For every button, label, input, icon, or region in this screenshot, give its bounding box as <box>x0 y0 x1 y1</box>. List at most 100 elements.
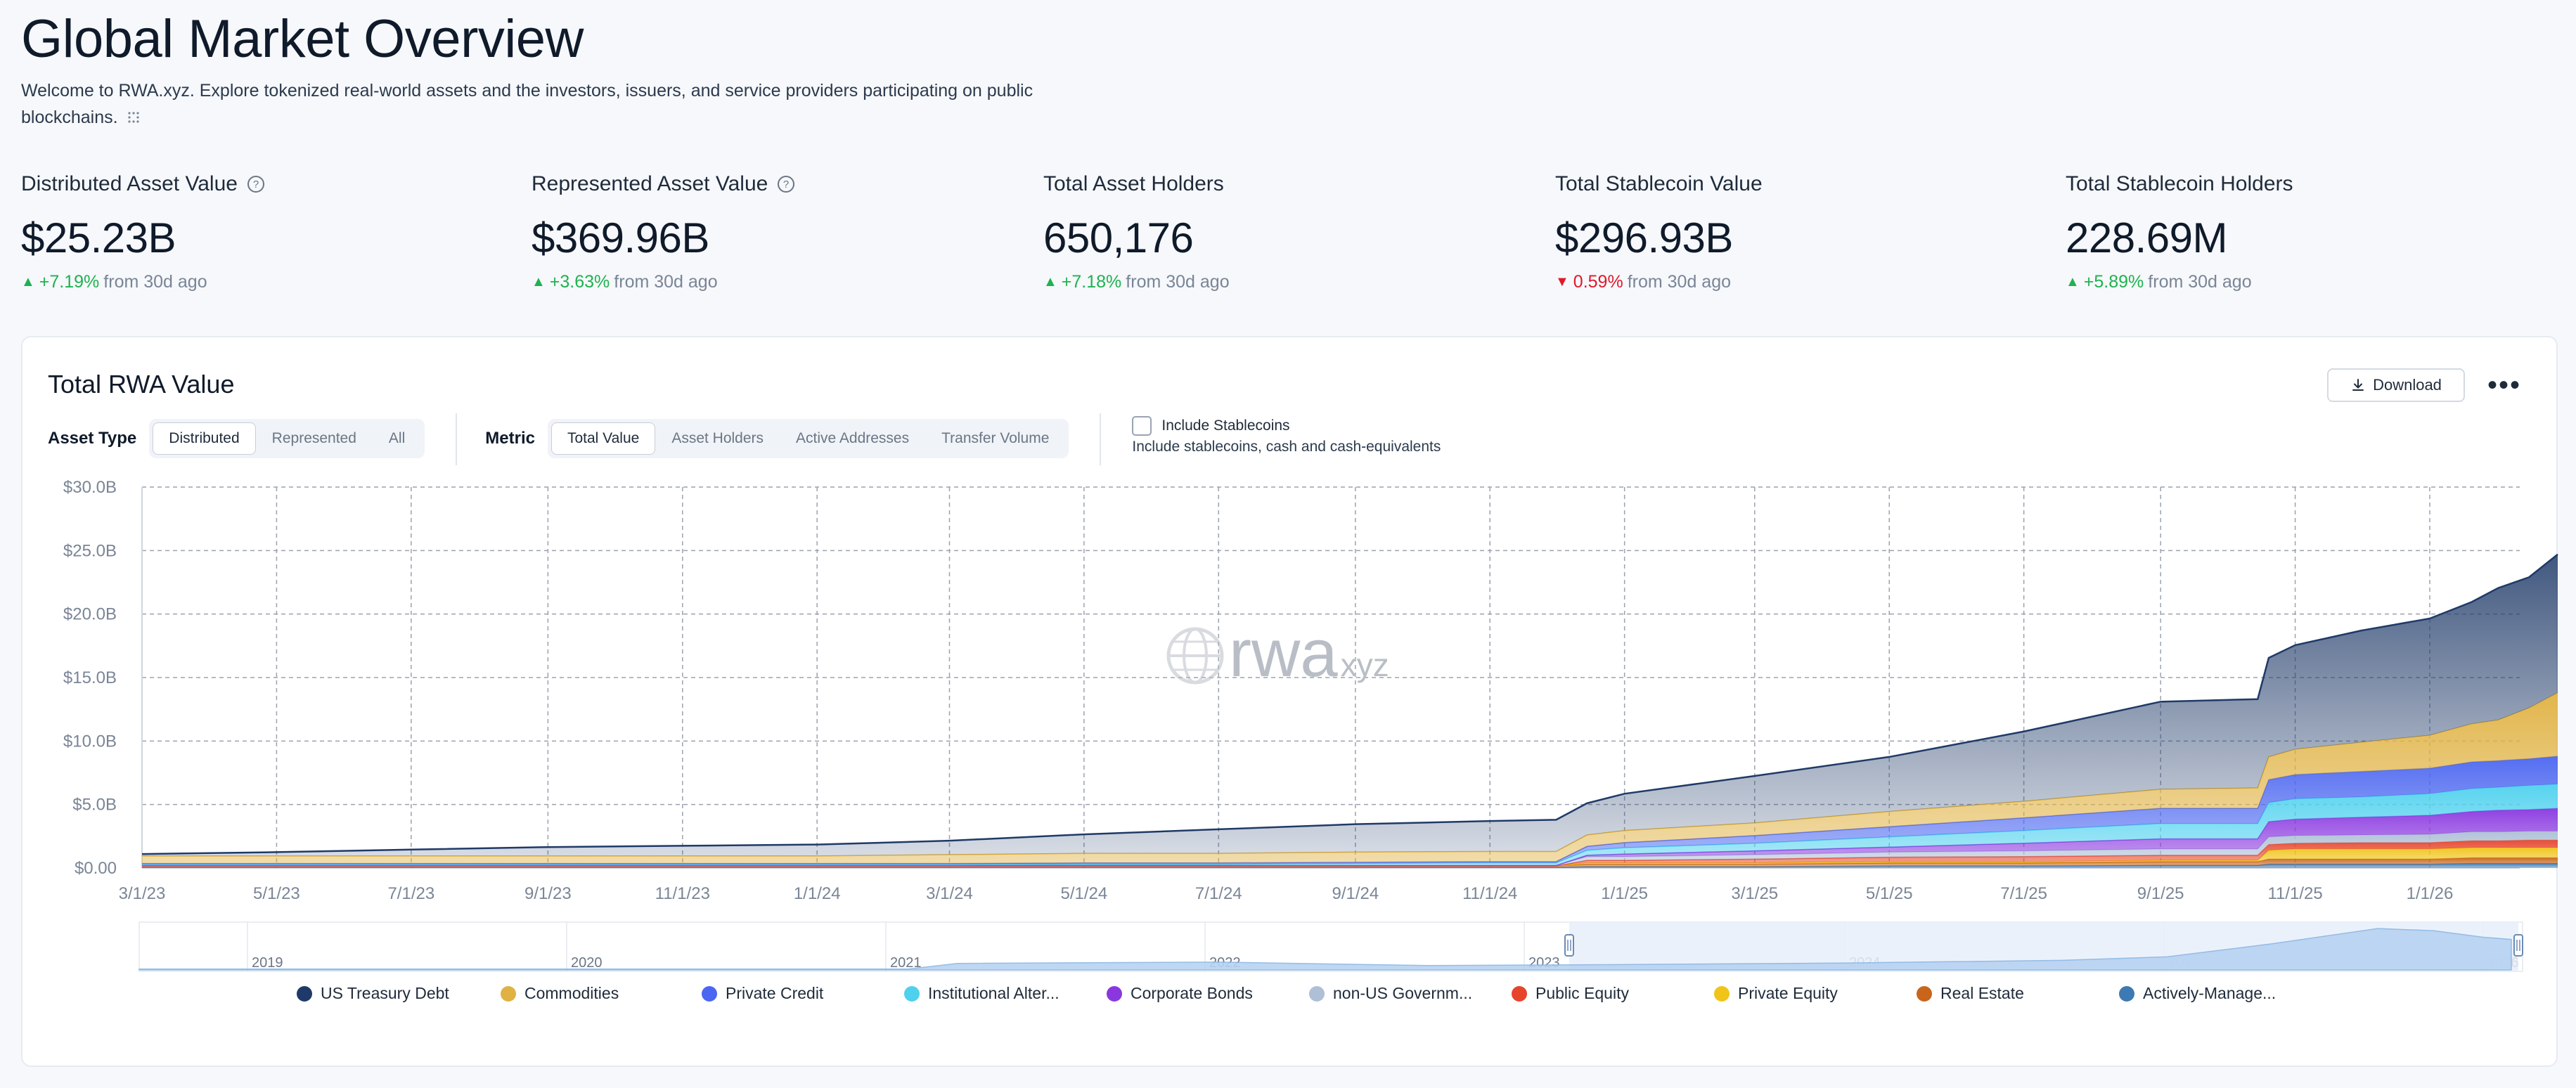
legend-label: Public Equity <box>1535 984 1629 1002</box>
metric-asset-holders[interactable]: Asset Holders <box>671 430 764 446</box>
legend-item-actively-managed[interactable]: Actively-Manage... <box>2119 984 2276 1003</box>
area-series-private-equity[interactable] <box>142 848 2558 867</box>
legend-item-corporate-bonds[interactable]: Corporate Bonds <box>1107 984 1253 1003</box>
navigator-series-area <box>139 928 2512 971</box>
controls-divider <box>1100 413 1102 465</box>
stat-change-pct: +7.19% <box>39 272 100 292</box>
legend-label: Private Equity <box>1738 984 1838 1002</box>
stat-change-pct: +5.89% <box>2083 272 2144 292</box>
stat-distributed-asset-value: Distributed Asset Value ? $25.23B ▲ +7.19… <box>21 170 513 292</box>
navigator-right-handle[interactable] <box>2513 934 2523 957</box>
watermark-suffix: .xyz <box>1332 647 1389 683</box>
asset-type-label: Asset Type <box>48 429 137 448</box>
legend-dot <box>1512 985 1527 1002</box>
help-icon[interactable]: ? <box>776 174 796 194</box>
more-options-icon[interactable]: ••• <box>2487 369 2521 401</box>
stat-change-suffix: from 30d ago <box>1126 272 1230 292</box>
metric-transfer-volume[interactable]: Transfer Volume <box>941 430 1050 446</box>
x-tick-label: 3/1/23 <box>119 884 166 903</box>
stat-value: 228.69M <box>2066 214 2228 261</box>
help-icon[interactable]: ? <box>246 174 266 194</box>
legend-label: US Treasury Debt <box>321 984 449 1002</box>
watermark-text: rwa <box>1229 616 1338 691</box>
arrow-up-icon: ▲ <box>532 274 546 290</box>
metric-active-addresses[interactable]: Active Addresses <box>796 430 910 446</box>
legend-item-us-treasury-debt[interactable]: US Treasury Debt <box>297 984 449 1003</box>
range-navigator[interactable]: 20192020202120222023202420252026 <box>139 921 2523 972</box>
navigator-left-handle[interactable] <box>1564 934 1574 957</box>
legend-item-real-estate[interactable]: Real Estate <box>1917 984 2024 1003</box>
chart-area: $0.00 $5.0B $10.0B $15.0B $20.0B $25.0B $30.0B… <box>22 337 2559 1068</box>
legend-dot <box>1917 985 1932 1002</box>
stat-value: $369.96B <box>532 214 709 261</box>
area-series-institutional-alter[interactable] <box>142 784 2558 866</box>
rwa-stacked-area-chart[interactable]: $0.00 $5.0B $10.0B $15.0B $20.0B $25.0B $30.0B… <box>22 337 2559 1068</box>
area-series-us-treasury-debt[interactable] <box>142 554 2558 856</box>
stat-label: Distributed Asset Value <box>21 172 238 195</box>
stat-change-suffix: from 30d ago <box>614 272 718 292</box>
x-tick-label: 5/1/23 <box>253 884 300 903</box>
stat-change-suffix: from 30d ago <box>103 272 207 292</box>
legend-label: non-US Governm... <box>1333 984 1473 1002</box>
area-series-real-estate[interactable] <box>142 857 2558 868</box>
x-tick-label: 7/1/24 <box>1195 884 1242 903</box>
intro-text-body: Welcome to RWA.xyz. Explore tokenized re… <box>21 81 1033 127</box>
legend-label: Corporate Bonds <box>1131 984 1253 1002</box>
stat-label: Represented Asset Value <box>532 172 768 195</box>
legend-label: Commodities <box>524 984 619 1002</box>
y-tick-label: $20.0B <box>63 605 117 624</box>
x-tick-label: 1/1/26 <box>2407 884 2454 903</box>
y-tick-label: $5.0B <box>72 796 117 815</box>
x-tick-label: 11/1/23 <box>655 884 710 903</box>
include-stablecoins-toggle: Include Stablecoins Include stablecoins,… <box>1132 416 1441 455</box>
area-series-public-equity[interactable] <box>142 840 2558 867</box>
line-series-us-treasury-debt <box>141 553 2558 855</box>
arrow-up-icon: ▲ <box>1043 274 1057 290</box>
include-stablecoins-checkbox[interactable] <box>1132 416 1152 436</box>
arrow-down-icon: ▼ <box>1555 274 1569 290</box>
include-stablecoins-label: Include Stablecoins <box>1161 417 1290 434</box>
y-tick-label: $0.00 <box>75 859 117 878</box>
legend-item-institutional-alternative[interactable]: Institutional Alter... <box>904 984 1060 1003</box>
y-tick-label: $30.0B <box>63 478 117 497</box>
legend-dot <box>1309 985 1325 1002</box>
metric-label: Metric <box>485 429 535 448</box>
legend-dot <box>1107 985 1122 1002</box>
legend-dot <box>1714 985 1730 1002</box>
legend-item-private-credit[interactable]: Private Credit <box>702 984 823 1003</box>
stats-row: Distributed Asset Value ? $25.23B ▲ +7.19… <box>21 170 2559 292</box>
ai-sparkle-icon[interactable] <box>126 110 141 125</box>
y-tick-label: $10.0B <box>63 732 117 751</box>
card-title: Total RWA Value <box>48 370 235 399</box>
asset-type-all[interactable]: All <box>388 430 406 446</box>
chart-legend: US Treasury Debt Commodities Private Cre… <box>297 984 2406 1012</box>
x-tick-label: 9/1/24 <box>1332 884 1379 903</box>
area-series-actively-manage[interactable] <box>142 863 2558 868</box>
navigator-year-label: 2020 <box>571 955 603 971</box>
rwa-watermark <box>1166 627 1224 685</box>
stat-change-pct: 0.59% <box>1573 272 1623 292</box>
stat-represented-asset-value: Represented Asset Value ? $369.96B ▲ +3.6… <box>532 170 1024 292</box>
chart-controls: Asset Type Distributed Represented All M… <box>48 413 1441 468</box>
x-tick-label: 11/1/24 <box>1462 884 1517 903</box>
area-series-corporate-bonds[interactable] <box>142 808 2558 866</box>
download-button[interactable]: Download <box>2327 368 2465 402</box>
stat-total-stablecoin-value: Total Stablecoin Value $296.93B ▼ 0.59% fr… <box>1555 170 2047 292</box>
x-tick-label: 9/1/25 <box>2137 884 2184 903</box>
legend-item-non-us-government[interactable]: non-US Governm... <box>1309 984 1472 1003</box>
stat-value: $25.23B <box>21 214 176 261</box>
stat-label: Total Asset Holders <box>1043 172 1224 195</box>
legend-item-public-equity[interactable]: Public Equity <box>1512 984 1629 1003</box>
legend-item-private-equity[interactable]: Private Equity <box>1714 984 1838 1003</box>
legend-dot <box>904 985 920 1002</box>
asset-type-distributed[interactable]: Distributed <box>153 422 256 455</box>
stat-label: Total Stablecoin Holders <box>2066 172 2293 195</box>
asset-type-represented[interactable]: Represented <box>271 430 356 446</box>
metric-total-value[interactable]: Total Value <box>550 422 656 455</box>
legend-label: Real Estate <box>1940 984 2024 1002</box>
legend-item-commodities[interactable]: Commodities <box>501 984 619 1003</box>
x-tick-label: 7/1/23 <box>387 884 434 903</box>
area-series-commodities[interactable] <box>142 692 2558 864</box>
x-tick-label: 3/1/25 <box>1731 884 1778 903</box>
asset-type-group: Asset Type Distributed Represented All <box>48 419 425 458</box>
